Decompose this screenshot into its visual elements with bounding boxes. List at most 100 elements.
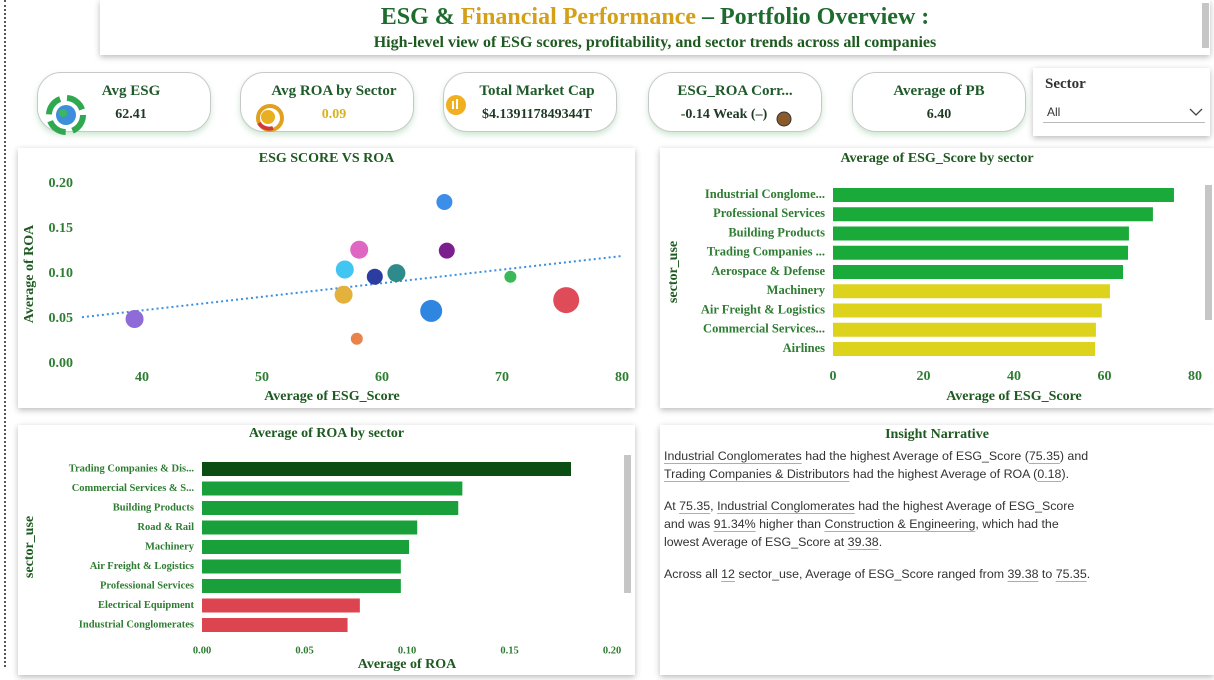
y-tick-label: Industrial Conglomerates — [79, 619, 194, 630]
bar — [833, 265, 1124, 279]
x-axis-label: Average of ESG_Score — [264, 389, 400, 404]
scatter-point — [438, 242, 455, 259]
scrollbar[interactable] — [624, 455, 631, 593]
icon — [46, 95, 86, 135]
narrative-segment: Across all — [664, 567, 722, 581]
chart: Average of ROA by sector Average of ROA se… — [22, 426, 621, 672]
narrative-highlight: 0.18 — [1037, 467, 1062, 481]
x-tick-label: 0.20 — [603, 645, 621, 656]
narrative-highlight: Trading Companies & Distributors — [664, 467, 850, 481]
y-tick-label: 0.00 — [49, 356, 74, 371]
scatter-point — [350, 240, 369, 259]
narrative-paragraph: Across all 12 sector_use, Average of ESG… — [664, 565, 1094, 583]
narrative-segment: higher than — [755, 517, 825, 531]
bar — [202, 579, 401, 593]
kpi-card: Total Market Cap $4.139117849344T — [443, 72, 617, 132]
narrative-highlight: 75.35 — [1055, 567, 1087, 581]
title-part: ESG & — [380, 4, 455, 30]
card-label: ESG_ROA Corr... — [677, 83, 793, 99]
narrative-segment: , — [710, 499, 718, 513]
scatter-point — [504, 270, 517, 283]
bar — [202, 618, 348, 632]
trend-line — [81, 255, 623, 319]
bar — [202, 540, 410, 554]
x-axis-label: Average of ROA — [358, 657, 457, 672]
card-value: 6.40 — [926, 107, 952, 122]
chart-panel: Average of ROA by sector Average of ROA se… — [18, 425, 635, 675]
narrative-segment: had the highest Average of ROA ( — [849, 467, 1038, 481]
y-tick-label: Air Freight & Logistics — [90, 561, 194, 572]
card-value: -0.14 Weak (–) — [680, 107, 768, 122]
bar — [202, 501, 459, 515]
bar — [833, 226, 1129, 241]
title-part: Financial Performance — [460, 4, 697, 30]
y-tick-label: Machinery — [767, 283, 826, 297]
y-tick-label: Aerospace & Defense — [711, 264, 825, 278]
x-tick-label: 0 — [830, 369, 837, 384]
y-tick-label: Professional Services — [713, 206, 825, 220]
card-label: Avg ROA by Sector — [271, 83, 397, 99]
kpi-card: ESG_ROA Corr... -0.14 Weak (–) — [648, 72, 822, 132]
narrative-highlight: 39.38 — [847, 535, 879, 549]
slicer: Sector All — [1033, 68, 1210, 136]
chart-title: ESG SCORE VS ROA — [259, 151, 395, 166]
y-tick-label: Machinery — [145, 541, 195, 552]
header: ESG & Financial Performance – Portfolio … — [100, 0, 1210, 55]
kpi-card: Average of PB 6.40 — [852, 72, 1026, 132]
scatter-point — [335, 260, 354, 279]
dropdown[interactable]: All — [1043, 102, 1205, 123]
bar — [833, 284, 1110, 299]
status-dot — [776, 111, 792, 127]
x-tick-label: 50 — [255, 370, 269, 385]
y-tick-label: 0.20 — [49, 176, 74, 191]
narrative-segment: At — [664, 499, 680, 513]
title: ESG & Financial Performance – Portfolio … — [100, 4, 1210, 31]
bar — [202, 520, 418, 535]
narrative-segment: ) and — [1059, 449, 1089, 463]
narrative-title: Insight Narrative — [885, 427, 989, 442]
x-tick-label: 80 — [615, 370, 629, 385]
y-tick-label: Airlines — [783, 341, 825, 355]
scatter-point — [553, 287, 580, 314]
card-value: $4.139117849344T — [481, 107, 593, 122]
narrative-segment: ). — [1061, 467, 1070, 481]
x-tick-label: 0.10 — [398, 645, 416, 656]
scatter-point — [334, 285, 353, 304]
x-tick-label: 70 — [495, 370, 509, 385]
card-value: 0.09 — [321, 107, 347, 122]
y-tick-label: Commercial Services & S... — [72, 483, 195, 494]
narrative-segment: , which had the lowest Average of ESG_Sc… — [664, 517, 1059, 549]
y-tick-label: 0.05 — [49, 311, 74, 326]
bar — [202, 481, 463, 496]
bar — [202, 598, 360, 613]
x-tick-label: 20 — [917, 369, 931, 384]
chart-title: Average of ESG_Score by sector — [840, 151, 1033, 166]
narrative-paragraph: Industrial Conglomerates had the highest… — [664, 447, 1094, 483]
bar — [202, 559, 401, 574]
x-tick-label: 0.05 — [295, 645, 313, 656]
narrative-highlight: Construction & Engineering — [824, 517, 976, 531]
narrative-text: Industrial Conglomerates had the highest… — [664, 447, 1094, 597]
narrative-segment: sector_use, Average of ESG_Score ranged … — [734, 567, 1008, 581]
y-tick-label: Air Freight & Logistics — [701, 302, 825, 316]
title-part: – Portfolio Overview : — [702, 4, 930, 30]
narrative-highlight: 75.35 — [1028, 449, 1060, 463]
bar — [833, 207, 1153, 222]
card-label: Total Market Cap — [479, 83, 595, 99]
chart: Average of ESG_Score by sector Average of… — [666, 151, 1202, 404]
scatter-point — [436, 194, 453, 210]
subtitle: High-level view of ESG scores, profitabi… — [373, 34, 937, 51]
x-tick-label: 60 — [1098, 369, 1112, 384]
x-tick-label: 60 — [375, 370, 389, 385]
bar — [833, 322, 1096, 337]
narrative-paragraph: At 75.35, Industrial Conglomerates had t… — [664, 497, 1094, 551]
scrollbar[interactable] — [1205, 185, 1212, 320]
scrollbar[interactable] — [1202, 3, 1209, 48]
y-tick-label: 0.15 — [49, 221, 74, 236]
narrative-highlight: Industrial Conglomerates — [664, 449, 802, 463]
narrative-highlight: 39.38 — [1007, 567, 1039, 581]
y-tick-label: 0.10 — [49, 266, 74, 281]
narrative-segment: . — [1086, 567, 1091, 581]
chart-panel: Average of ESG_Score by sector Average of… — [660, 148, 1214, 408]
